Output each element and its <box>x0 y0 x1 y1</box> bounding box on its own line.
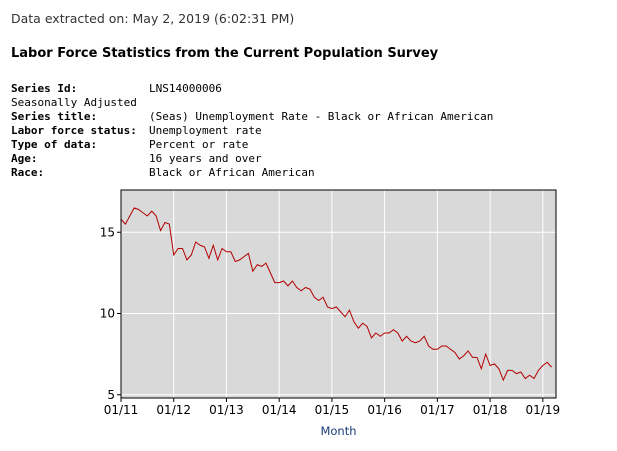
y-tick-label: 5 <box>107 388 115 402</box>
series-line <box>120 207 552 382</box>
data-extracted-timestamp: Data extracted on: May 2, 2019 (6:02:31 … <box>11 11 295 26</box>
x-tick-label: 01/15 <box>315 403 350 417</box>
labor-force-status-label: Labor force status: <box>11 124 137 137</box>
race-value: Black or African American <box>149 166 315 179</box>
series-title-value: (Seas) Unemployment Rate - Black or Afri… <box>149 110 494 123</box>
type-of-data-value: Percent or rate <box>149 138 249 151</box>
x-tick-label: 01/17 <box>420 403 455 417</box>
grid-lines <box>120 190 556 398</box>
x-axis-label: Month <box>320 424 356 438</box>
y-tick-label: 10 <box>100 307 115 321</box>
race-label: Race: <box>11 166 45 179</box>
axes: 01/11 01/12 01/13 01/14 01/15 01/16 01/17 01/18… <box>100 189 561 417</box>
x-tick-label: 01/14 <box>262 403 297 417</box>
seasonal-adjustment: Seasonally Adjusted <box>11 96 137 109</box>
page-title: Labor Force Statistics from the Current … <box>11 46 439 61</box>
y-tick-label: 15 <box>100 225 115 239</box>
x-tick-label: 01/16 <box>367 403 402 417</box>
age-value: 16 years and over <box>149 152 262 165</box>
age-label: Age: <box>11 152 38 165</box>
plot-area <box>121 190 556 398</box>
series-title-label: Series title: <box>11 110 98 123</box>
x-tick-label: 01/11 <box>104 403 139 417</box>
labor-force-status-value: Unemployment rate <box>149 124 262 137</box>
type-of-data-label: Type of data: <box>11 138 98 151</box>
x-tick-label: 01/19 <box>526 403 561 417</box>
x-tick-label: 01/18 <box>473 403 508 417</box>
plot-border <box>120 189 557 399</box>
series-id-label: Series Id: <box>11 82 78 95</box>
x-tick-label: 01/13 <box>209 403 244 417</box>
x-tick-label: 01/12 <box>156 403 191 417</box>
series-id-value: LNS14000006 <box>149 82 222 95</box>
